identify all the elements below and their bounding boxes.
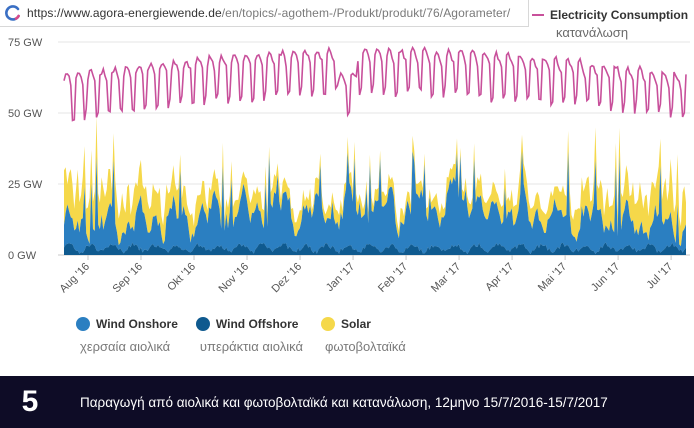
legend-label-solar: Solar [340, 317, 371, 331]
agora-logo-icon [5, 5, 20, 21]
wind-onshore-swatch [76, 317, 90, 331]
legend-item-wind-onshore[interactable]: Wind Onshore χερσαία αιολικά [76, 317, 178, 354]
y-tick-label: 75 GW [8, 37, 43, 49]
x-tick-label: Mar '17 [429, 261, 463, 295]
consumption-line [63, 45, 687, 122]
x-tick-label: Jul '17 [645, 261, 676, 292]
legend-greek-consumption: κατανάλωση [556, 25, 629, 40]
wind-onshore-area [64, 150, 686, 255]
y-tick-label: 50 GW [8, 108, 43, 120]
wind-offshore-swatch [195, 317, 210, 331]
legend-generation: Wind Onshore χερσαία αιολικά Wind Offsho… [76, 317, 424, 354]
consumption-line-swatch [532, 14, 544, 16]
legend-label-wind-offshore: Wind Offshore [215, 317, 299, 331]
caption-text: Παραγωγή από αιολικά και φωτοβολταϊκά κα… [80, 394, 608, 410]
legend-greek-solar: φωτοβολταϊκά [324, 339, 406, 354]
x-tick-label: Nov '16 [217, 261, 252, 296]
x-tick-label: Mai '17 [536, 261, 569, 294]
x-tick-label: Okt '16 [165, 261, 198, 294]
legend-greek-wind-offshore: υπεράκτια αιολικά [199, 339, 303, 354]
legend-greek-wind-onshore: χερσαία αιολικά [80, 339, 171, 354]
caption-number: 5 [21, 385, 39, 418]
legend-label-wind-onshore: Wind Onshore [96, 317, 178, 331]
x-tick-label: Sep '16 [111, 261, 146, 296]
wind-offshore-area [64, 242, 686, 255]
legend-item-consumption[interactable]: Electricity Consumption [532, 8, 688, 22]
y-tick-label: 0 GW [8, 250, 37, 262]
x-tick-label: Feb '17 [376, 261, 410, 295]
x-tick-label: Jun '17 [589, 261, 622, 294]
x-tick-label: Aug '16 [57, 261, 92, 296]
url-domain: https://www.agora-energiewende.de [27, 6, 222, 20]
legend-label-consumption: Electricity Consumption [550, 8, 689, 22]
url-path: /en/topics/-agothem-/Produkt/produkt/76/… [221, 6, 511, 20]
solar-swatch [320, 317, 335, 331]
legend-item-wind-offshore[interactable]: Wind Offshore υπεράκτια αιολικά [195, 317, 303, 354]
legend-item-solar[interactable]: Solar φωτοβολταϊκά [320, 317, 406, 354]
solar-area [64, 115, 686, 247]
x-tick-label: Apr '17 [483, 261, 516, 294]
caption-bar: 5 Παραγωγή από αιολικά και φωτοβολταϊκά … [0, 376, 694, 428]
url-text: https://www.agora-energiewende.de/en/top… [27, 6, 510, 20]
energy-chart: 75 GW 50 GW 25 GW 0 GW Aug '16 Sep '16 Okt '16… [8, 37, 690, 296]
y-tick-label: 25 GW [8, 179, 43, 191]
x-tick-label: Jan '17 [324, 261, 357, 294]
browser-address-bar[interactable]: https://www.agora-energiewende.de/en/top… [0, 0, 529, 27]
x-tick-label: Dez '16 [270, 261, 305, 296]
legend-consumption: Electricity Consumption κατανάλωση [532, 8, 688, 40]
